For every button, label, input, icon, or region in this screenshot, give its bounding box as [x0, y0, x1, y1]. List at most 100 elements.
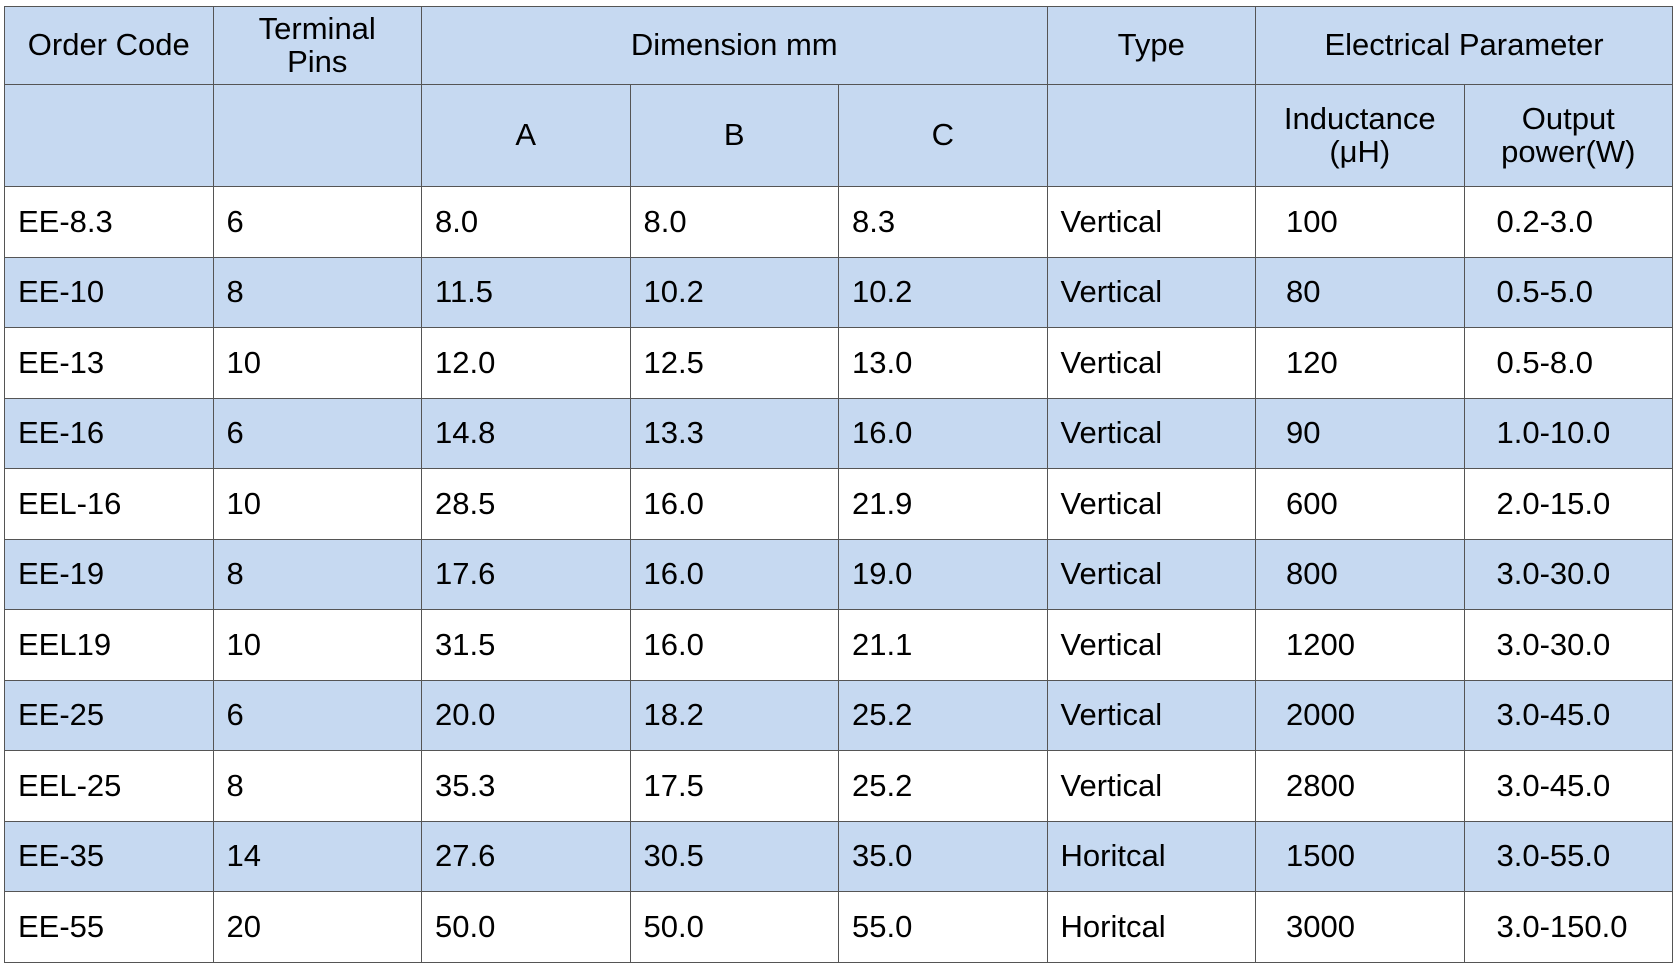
table-cell: 31.5 — [421, 609, 631, 681]
header-cell: Output power(W) — [1463, 84, 1674, 187]
table-cell: 12.5 — [629, 327, 839, 399]
table-cell: 2000 — [1255, 679, 1465, 751]
table-cell: EE-25 — [4, 679, 214, 751]
table-cell: 10 — [212, 468, 422, 540]
table-cell: EEL19 — [4, 609, 214, 681]
table-cell: EE-55 — [4, 891, 214, 963]
table-cell: 8 — [212, 538, 422, 610]
table-cell: 21.9 — [838, 468, 1048, 540]
table-cell: 21.1 — [838, 609, 1048, 681]
table-cell: 8 — [212, 256, 422, 328]
table-cell: 11.5 — [421, 256, 631, 328]
table-row: EE-55 20 50.0 50.0 55.0 Horitcal 3000 3.0-150.0 — [4, 891, 1674, 963]
header-row: Order Code Terminal Pins Dimension mm Ty… — [4, 6, 1674, 85]
table-cell: 20 — [212, 891, 422, 963]
table-cell: 25.2 — [838, 750, 1048, 822]
table-cell: 8.3 — [838, 186, 1048, 258]
table-cell: 1500 — [1255, 820, 1465, 892]
table-cell: EEL-25 — [4, 750, 214, 822]
table-cell: 120 — [1255, 327, 1465, 399]
table-cell: 14.8 — [421, 397, 631, 469]
table-cell: Vertical — [1046, 397, 1257, 469]
header-text: Terminal Pins — [258, 10, 376, 79]
table-cell: 16.0 — [629, 468, 839, 540]
table-body: EE-8.3 6 8.0 8.0 8.3 Vertical 100 0.2-3.0 EE-10 8… — [4, 186, 1674, 963]
header-cell: A — [421, 84, 631, 187]
table-cell: 0.5-5.0 — [1463, 256, 1674, 328]
table-cell: 6 — [212, 397, 422, 469]
table-cell: 14 — [212, 820, 422, 892]
table-cell: 25.2 — [838, 679, 1048, 751]
table-row: EEL-16 10 28.5 16.0 21.9 Vertical 600 2.0-15.0 — [4, 468, 1674, 540]
table-cell: 35.0 — [838, 820, 1048, 892]
table-cell: EE-10 — [4, 256, 214, 328]
table-cell: 80 — [1255, 256, 1465, 328]
table-cell: EE-8.3 — [4, 186, 214, 258]
table-cell: Vertical — [1046, 609, 1257, 681]
table-cell: EE-16 — [4, 397, 214, 469]
table-cell: 1200 — [1255, 609, 1465, 681]
table-cell: Vertical — [1046, 186, 1257, 258]
table-cell: Vertical — [1046, 468, 1257, 540]
table-cell: 8.0 — [421, 186, 631, 258]
table-cell: 35.3 — [421, 750, 631, 822]
table-cell: 3.0-55.0 — [1463, 820, 1674, 892]
table-row: EE-13 10 12.0 12.5 13.0 Vertical 120 0.5-8.0 — [4, 327, 1674, 399]
table-cell: 10 — [212, 609, 422, 681]
header-cell: Inductance (μH) — [1255, 84, 1465, 187]
table-cell: 600 — [1255, 468, 1465, 540]
table-cell: 50.0 — [629, 891, 839, 963]
table-cell: 20.0 — [421, 679, 631, 751]
table-cell: 30.5 — [629, 820, 839, 892]
table-cell: 18.2 — [629, 679, 839, 751]
table-cell: Vertical — [1046, 327, 1257, 399]
table-cell: 1.0-10.0 — [1463, 397, 1674, 469]
table-cell: EEL-16 — [4, 468, 214, 540]
table-cell: 0.5-8.0 — [1463, 327, 1674, 399]
table-cell: EE-13 — [4, 327, 214, 399]
table-cell: 3.0-150.0 — [1463, 891, 1674, 963]
header-text: Inductance (μH) — [1283, 100, 1436, 169]
table-cell: 8 — [212, 750, 422, 822]
header-cell: Dimension mm — [421, 6, 1048, 85]
table-cell: EE-35 — [4, 820, 214, 892]
table-row: EEL19 10 31.5 16.0 21.1 Vertical 1200 3.0-30.0 — [4, 609, 1674, 681]
header-cell: Electrical Parameter — [1255, 6, 1674, 85]
table-row: EE-35 14 27.6 30.5 35.0 Horitcal 1500 3.0-55.0 — [4, 820, 1674, 892]
table-row: EE-19 8 17.6 16.0 19.0 Vertical 800 3.0-30.0 — [4, 538, 1674, 610]
table-cell: Vertical — [1046, 538, 1257, 610]
table-cell: 6 — [212, 679, 422, 751]
table-cell: 100 — [1255, 186, 1465, 258]
table-cell: Vertical — [1046, 750, 1257, 822]
table-cell: Vertical — [1046, 679, 1257, 751]
table-cell: 3.0-45.0 — [1463, 750, 1674, 822]
table-cell: 3000 — [1255, 891, 1465, 963]
header-cell: Order Code — [4, 6, 214, 85]
header-text: Output power(W) — [1501, 100, 1636, 169]
header-cell — [4, 84, 214, 187]
header-cell: C — [838, 84, 1048, 187]
table-cell: 6 — [212, 186, 422, 258]
table-cell: 8.0 — [629, 186, 839, 258]
table-cell: 800 — [1255, 538, 1465, 610]
header-cell — [1046, 84, 1257, 187]
table-cell: 27.6 — [421, 820, 631, 892]
table-cell: 13.3 — [629, 397, 839, 469]
table-row: EE-10 8 11.5 10.2 10.2 Vertical 80 0.5-5.0 — [4, 256, 1674, 328]
table-row: EE-8.3 6 8.0 8.0 8.3 Vertical 100 0.2-3.0 — [4, 186, 1674, 258]
table-cell: 16.0 — [838, 397, 1048, 469]
table-cell: 17.5 — [629, 750, 839, 822]
header-cell: B — [629, 84, 839, 187]
header-cell — [212, 84, 422, 187]
table-cell: 3.0-30.0 — [1463, 609, 1674, 681]
table-cell: 50.0 — [421, 891, 631, 963]
header-cell: Type — [1046, 6, 1257, 85]
table-cell: 3.0-45.0 — [1463, 679, 1674, 751]
spec-table: Order Code Terminal Pins Dimension mm Ty… — [4, 6, 1674, 963]
table-cell: 2.0-15.0 — [1463, 468, 1674, 540]
table-cell: Vertical — [1046, 256, 1257, 328]
table-cell: 16.0 — [629, 609, 839, 681]
table-cell: 28.5 — [421, 468, 631, 540]
table-cell: 2800 — [1255, 750, 1465, 822]
table-row: EE-25 6 20.0 18.2 25.2 Vertical 2000 3.0-45.0 — [4, 679, 1674, 751]
